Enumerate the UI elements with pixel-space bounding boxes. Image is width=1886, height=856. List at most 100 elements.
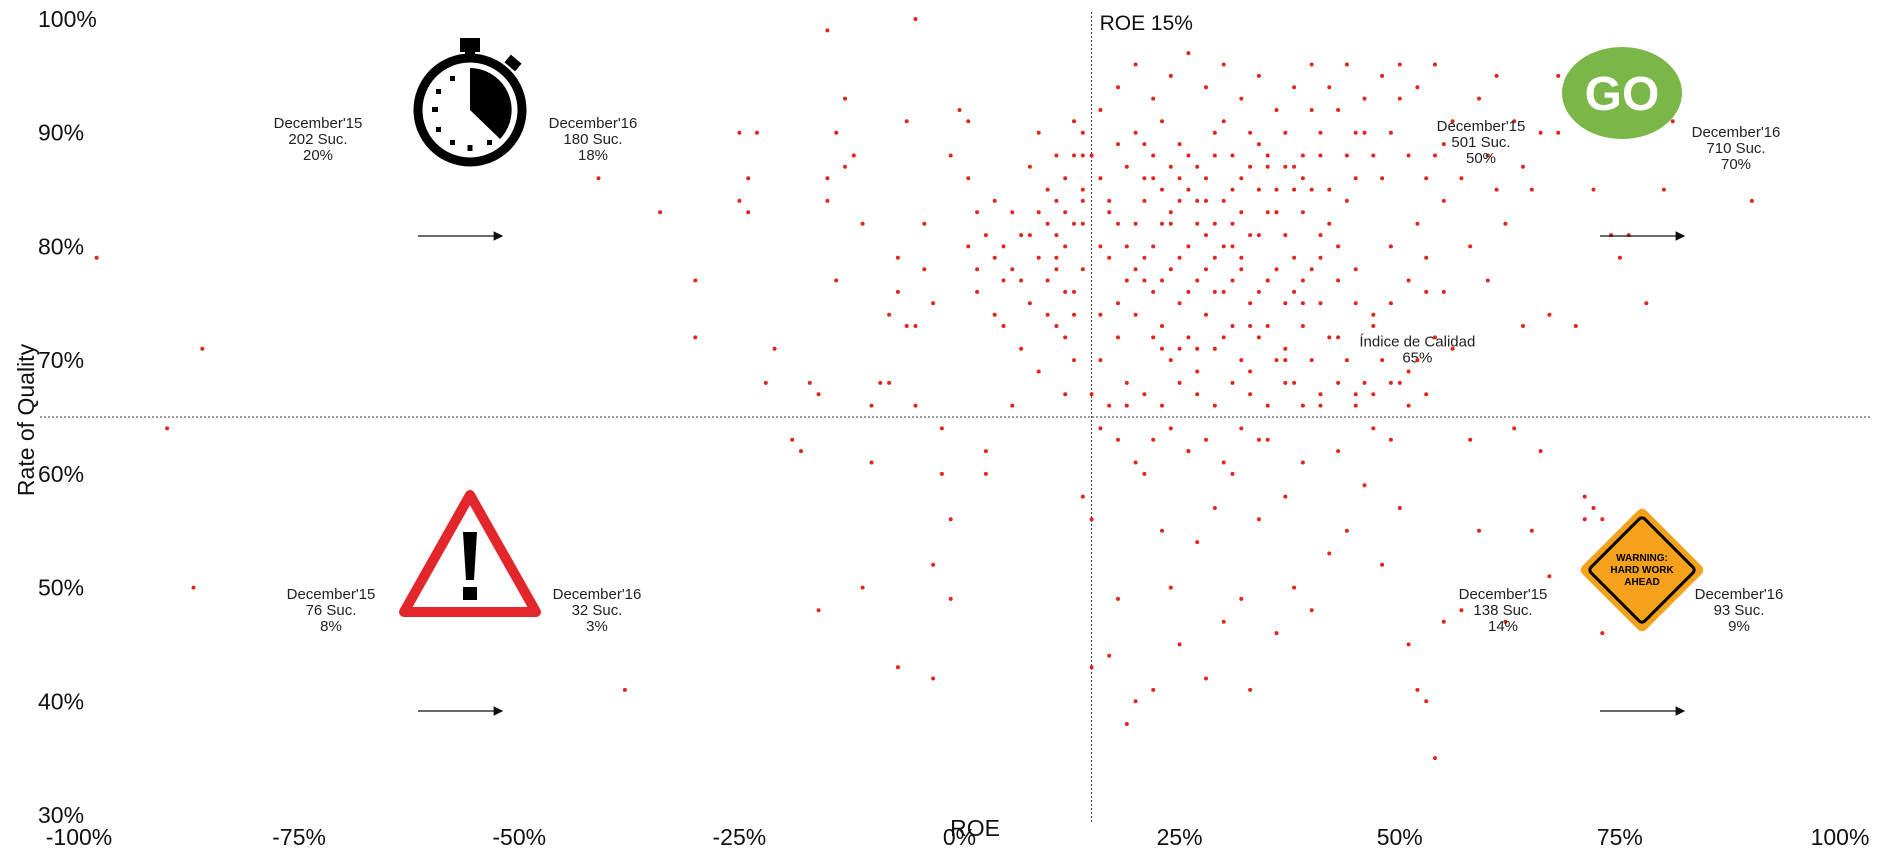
- scatter-point: [1010, 210, 1015, 215]
- scatter-point: [1327, 221, 1332, 226]
- scatter-point: [1292, 289, 1297, 294]
- scatter-point: [1283, 346, 1288, 351]
- y-tick-label: 40%: [38, 688, 84, 714]
- scatter-point: [1388, 437, 1393, 442]
- scatter-point: [799, 449, 803, 454]
- scatter-point: [1256, 233, 1261, 238]
- scatter-point: [1107, 255, 1112, 260]
- scatter-point: [1107, 198, 1112, 203]
- y-tick-label: 70%: [38, 347, 84, 373]
- svg-text:AHEAD: AHEAD: [1624, 577, 1660, 588]
- scatter-point: [693, 335, 698, 340]
- svg-text:HARD WORK: HARD WORK: [1610, 565, 1674, 576]
- scatter-point: [1450, 346, 1455, 351]
- top-left-after-label: 18%: [578, 147, 608, 164]
- scatter-point: [1212, 221, 1217, 226]
- scatter-point: [1529, 528, 1534, 533]
- scatter-point: [1318, 233, 1323, 238]
- scatter-point: [1195, 369, 1200, 374]
- scatter-point: [1424, 392, 1429, 397]
- scatter-point: [746, 210, 751, 215]
- scatter-point: [1265, 324, 1270, 328]
- scatter-point: [1230, 153, 1235, 158]
- scatter-point: [1019, 278, 1024, 283]
- scatter-point: [1644, 301, 1649, 306]
- scatter-point: [1230, 244, 1235, 249]
- scatter-point: [1371, 312, 1376, 317]
- scatter-point: [1265, 437, 1270, 442]
- scatter-point: [851, 153, 856, 158]
- scatter-point: [1160, 119, 1164, 124]
- scatter-point: [869, 403, 874, 408]
- scatter-point: [1274, 631, 1279, 636]
- scatter-point: [1353, 267, 1358, 272]
- scatter-point: [1072, 119, 1076, 124]
- roadwork-sign-icon: WARNING: HARD WORK AHEAD: [1580, 508, 1704, 632]
- scatter-point: [1230, 380, 1235, 385]
- scatter-point: [1248, 324, 1253, 328]
- scatter-point: [1441, 619, 1446, 624]
- scatter-point: [1080, 267, 1085, 272]
- scatter-point: [1080, 221, 1085, 226]
- scatter-point: [1265, 210, 1270, 215]
- scatter-point: [1248, 164, 1253, 169]
- scatter-point: [860, 221, 865, 226]
- scatter-point: [904, 324, 909, 328]
- scatter-point: [1547, 312, 1552, 317]
- quality-reference-label: Índice de Calidad: [1359, 333, 1475, 350]
- scatter-point: [825, 176, 830, 181]
- scatter-point: [1160, 187, 1164, 192]
- scatter-point: [966, 176, 971, 181]
- scatter-point: [1274, 187, 1279, 192]
- scatter-point: [1248, 392, 1253, 397]
- scatter-point: [1160, 221, 1164, 226]
- scatter-point: [1230, 324, 1235, 328]
- scatter-point: [1036, 130, 1041, 135]
- scatter-point: [596, 176, 601, 181]
- scatter-point: [1256, 517, 1261, 522]
- scatter-point: [939, 471, 944, 476]
- scatter-point: [1309, 358, 1314, 363]
- scatter-point: [843, 164, 847, 169]
- scatter-point: [1186, 449, 1191, 454]
- scatter-point: [1204, 676, 1208, 681]
- scatter-point: [939, 426, 944, 431]
- scatter-point: [1098, 176, 1103, 181]
- scatter-point: [1344, 198, 1349, 203]
- scatter-point: [1582, 517, 1587, 522]
- scatter-point: [1406, 403, 1411, 408]
- scatter-point: [1054, 153, 1059, 158]
- scatter-point: [1397, 62, 1402, 67]
- scatter-point: [1556, 130, 1561, 135]
- scatter-point: [1116, 85, 1120, 90]
- y-tick-label: 60%: [38, 461, 84, 487]
- scatter-point: [1248, 130, 1253, 135]
- bottom-left-before-label: 76 Suc.: [306, 602, 357, 619]
- scatter-point: [1204, 233, 1208, 238]
- scatter-point: [1124, 403, 1129, 408]
- scatter-point: [1433, 62, 1437, 67]
- scatter-point: [1344, 528, 1349, 533]
- scatter-point: [957, 108, 962, 112]
- scatter-point: [1353, 403, 1358, 408]
- scatter-point: [693, 278, 698, 283]
- scatter-point: [755, 130, 759, 135]
- scatter-point: [948, 153, 953, 158]
- x-axis-ticks: -100% -75% -50% -25% 0% 25% 50% 75% 100%: [46, 824, 1870, 850]
- scatter-point: [1547, 574, 1552, 579]
- scatter-point: [1441, 198, 1446, 203]
- scatter-point: [983, 471, 988, 476]
- scatter-point: [1098, 244, 1103, 249]
- scatter-point: [1045, 312, 1050, 317]
- scatter-point: [1292, 380, 1297, 385]
- scatter-point: [1177, 142, 1182, 147]
- top-left-after-label: 180 Suc.: [563, 131, 622, 148]
- scatter-point: [1212, 289, 1217, 294]
- scatter-point: [1239, 358, 1244, 363]
- scatter-point: [1256, 142, 1261, 147]
- scatter-point: [1036, 369, 1041, 374]
- scatter-point: [1063, 176, 1068, 181]
- scatter-point: [1336, 108, 1341, 112]
- scatter-point: [1063, 210, 1068, 215]
